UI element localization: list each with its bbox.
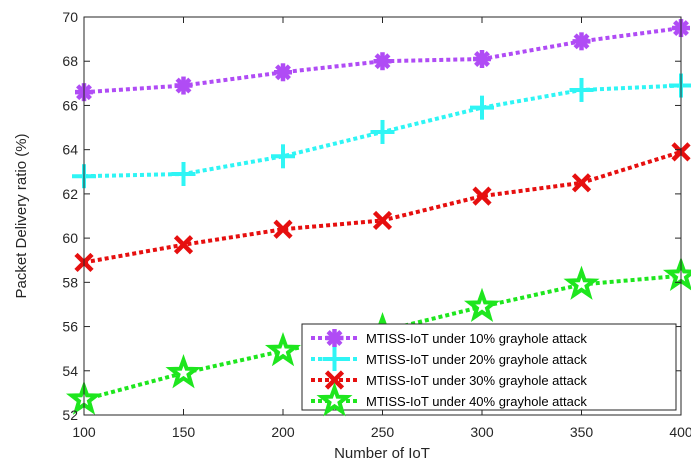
legend-label: MTISS-IoT under 10% grayhole attack — [366, 331, 587, 346]
legend-marker — [324, 370, 345, 390]
y-tick-label: 70 — [62, 9, 78, 25]
y-tick-label: 68 — [62, 53, 78, 69]
legend-entry-3: MTISS-IoT under 30% grayhole attack — [311, 370, 587, 390]
data-point-s3-3 — [273, 219, 293, 239]
data-point-s1-4 — [373, 52, 392, 71]
data-point-s2-3 — [271, 144, 295, 169]
y-axis-label: Packet Delivery ratio (%) — [13, 133, 30, 298]
data-point-s4-3 — [264, 331, 302, 367]
data-point-s3-6 — [571, 173, 592, 193]
y-tick-label: 60 — [62, 230, 78, 246]
legend: MTISS-IoT under 10% grayhole attack MTISS… — [301, 323, 677, 417]
data-point-s1-5 — [473, 50, 491, 69]
data-point-s3-4 — [372, 210, 393, 231]
data-point-s4-2 — [165, 354, 202, 389]
y-tick-label: 62 — [62, 186, 78, 202]
data-point-s3-2 — [173, 235, 194, 255]
data-point-s3-5 — [472, 186, 492, 206]
x-tick-label: 250 — [371, 424, 395, 440]
y-tick-label: 56 — [62, 319, 78, 335]
legend-marker — [325, 329, 344, 347]
legend-label: MTISS-IoT under 20% grayhole attack — [366, 352, 587, 367]
data-point-s4-5 — [463, 287, 501, 322]
y-tick-label: 54 — [62, 363, 78, 379]
y-tick-label: 58 — [62, 274, 78, 290]
legend-entry-1: MTISS-IoT under 10% grayhole attack — [311, 329, 587, 347]
data-point-s4-6 — [563, 265, 600, 300]
legend-entry-2: MTISS-IoT under 20% grayhole attack — [311, 347, 587, 371]
data-point-s2-4 — [370, 119, 395, 144]
y-tick-label: 52 — [62, 407, 78, 423]
x-tick-label: 200 — [271, 424, 295, 440]
data-point-s1-2 — [174, 76, 193, 95]
x-tick-label: 350 — [570, 424, 594, 440]
legend-label: MTISS-IoT under 30% grayhole attack — [366, 373, 587, 388]
tick-layer: 100 150 200 250 300 350 400 52 54 56 58 60 62 64 66 68 7… — [62, 9, 691, 440]
y-tick-label: 64 — [62, 142, 78, 158]
data-point-s2-5 — [470, 95, 494, 120]
data-point-s2-6 — [569, 77, 594, 102]
y-tick-label: 66 — [62, 97, 78, 113]
x-tick-label: 300 — [470, 424, 494, 440]
legend-label: MTISS-IoT under 40% grayhole attack — [366, 394, 587, 409]
x-tick-label: 400 — [669, 424, 691, 440]
data-point-s2-2 — [171, 161, 196, 186]
x-tick-label: 100 — [72, 424, 96, 440]
x-axis-label: Number of IoT — [334, 445, 430, 462]
x-tick-label: 150 — [172, 424, 196, 440]
legend-entry-4: MTISS-IoT under 40% grayhole attack — [311, 382, 587, 417]
data-point-s1-3 — [274, 63, 292, 82]
legend-marker — [322, 347, 347, 371]
legend-marker — [316, 382, 353, 417]
data-point-s1-6 — [572, 32, 591, 51]
legend-box — [301, 323, 677, 411]
